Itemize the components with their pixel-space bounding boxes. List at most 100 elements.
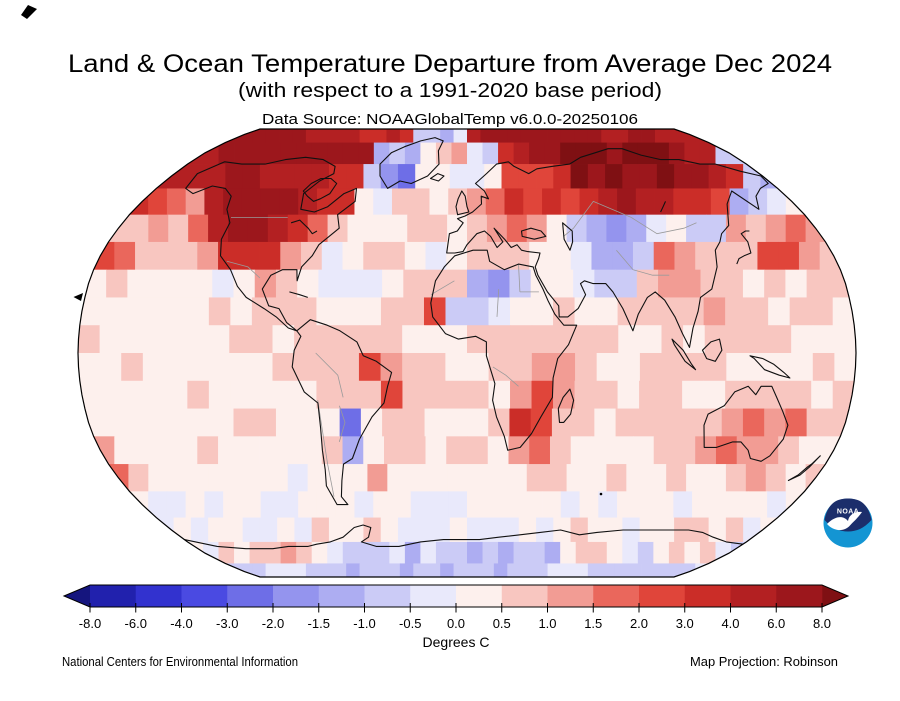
- grid-cell: [573, 408, 595, 437]
- grid-cell: [397, 164, 416, 189]
- grid-cell: [358, 353, 381, 382]
- coastline-britain: [455, 190, 470, 216]
- grid-cell: [746, 380, 769, 409]
- grid-cell: [731, 541, 747, 564]
- grid-cell: [798, 241, 821, 271]
- grid-cell: [387, 214, 408, 243]
- grid-cell: [570, 241, 592, 271]
- grid-cell: [208, 297, 231, 326]
- grid-cell: [628, 129, 642, 143]
- grid-cell: [639, 297, 661, 326]
- grid-cell: [504, 188, 524, 216]
- grid-cell: [373, 491, 393, 518]
- grid-cell: [279, 563, 293, 577]
- grid-cell: [339, 408, 362, 437]
- grid-cell: [208, 164, 226, 189]
- grid-cell: [391, 188, 412, 216]
- grid-cell: [402, 353, 425, 382]
- grid-cell: [164, 353, 187, 382]
- grid-cell: [280, 541, 297, 564]
- grid-cell: [768, 380, 791, 409]
- coastline-great-lakes: [290, 219, 318, 235]
- grid-cell: [653, 142, 670, 165]
- grid-cell: [451, 541, 468, 564]
- grid-cell: [229, 353, 252, 382]
- grid-cell: [208, 517, 226, 543]
- grid-cell: [573, 269, 595, 298]
- grid-cell: [708, 164, 727, 189]
- grid-cell: [260, 491, 280, 518]
- grid-cell: [467, 188, 487, 216]
- grid-cell: [346, 563, 360, 577]
- grid-cell: [498, 541, 514, 564]
- grid-cell: [530, 408, 553, 437]
- grid-cell: [498, 142, 514, 165]
- border-line: [315, 352, 344, 398]
- coastline-north-america: [185, 156, 358, 332]
- grid-cell: [380, 517, 399, 543]
- grid-cell: [747, 325, 770, 354]
- colorbar-segment: [364, 585, 411, 607]
- grid-cell: [467, 408, 489, 437]
- grid-cell: [292, 129, 307, 143]
- grid-cell: [699, 142, 716, 165]
- grid-cell: [791, 325, 814, 354]
- grid-cell: [382, 408, 404, 437]
- grid-cell: [187, 380, 210, 409]
- grid-cell: [204, 491, 224, 518]
- grid-cell: [296, 142, 313, 165]
- grid-cell: [467, 269, 489, 298]
- grid-cell: [725, 297, 748, 326]
- grid-cell: [827, 408, 850, 437]
- grid-cell: [279, 491, 299, 518]
- colorbar-segment: [456, 585, 503, 607]
- grid-cell: [79, 297, 102, 326]
- colorbar-arrow-low: [64, 585, 90, 607]
- grid-cell: [594, 408, 616, 437]
- grid-cell: [506, 464, 528, 492]
- grid-cell: [445, 269, 468, 298]
- grid-cell: [467, 353, 490, 382]
- grid-cell: [373, 142, 390, 165]
- grid-cell: [426, 563, 441, 577]
- grid-cell: [520, 129, 535, 143]
- grid-cell: [636, 408, 659, 437]
- grid-cell: [328, 517, 347, 543]
- grid-cell: [148, 269, 171, 298]
- colorbar-tick-label: 2.0: [630, 616, 648, 631]
- grid-cell: [425, 436, 447, 465]
- border-line: [518, 264, 521, 292]
- grid-cell: [337, 297, 360, 326]
- grid-cell: [225, 129, 240, 143]
- grid-cell: [354, 491, 374, 518]
- grid-cell: [832, 380, 855, 409]
- grid-cell: [513, 541, 530, 564]
- grid-cell: [560, 142, 577, 165]
- grid-cell: [785, 464, 806, 492]
- grid-cell: [339, 269, 362, 298]
- grid-cell: [144, 380, 167, 409]
- grid-cell: [391, 491, 412, 518]
- grid-cell: [440, 129, 454, 143]
- grid-cell: [549, 436, 572, 465]
- grid-cell: [510, 380, 532, 409]
- grid-cell: [165, 297, 188, 326]
- grid-cell: [510, 297, 532, 326]
- grid-cell: [653, 241, 675, 271]
- grid-cell: [591, 241, 613, 271]
- grid-cell: [197, 436, 219, 465]
- grid-cell: [654, 491, 674, 518]
- grid-cell: [467, 491, 487, 518]
- colorbar-tick-label: -8.0: [79, 616, 101, 631]
- grid-cell: [420, 541, 437, 564]
- grid-cell: [617, 380, 640, 409]
- colorbar-segment: [410, 585, 457, 607]
- grid-cell: [467, 164, 485, 189]
- colorbar-tick-label: -6.0: [125, 616, 147, 631]
- grid-cell: [259, 164, 278, 189]
- grid-cell: [570, 517, 589, 543]
- grid-cell: [234, 541, 250, 564]
- coastline-caspian-sea: [562, 222, 574, 251]
- grid-cell: [250, 325, 273, 354]
- grid-cell: [767, 188, 787, 216]
